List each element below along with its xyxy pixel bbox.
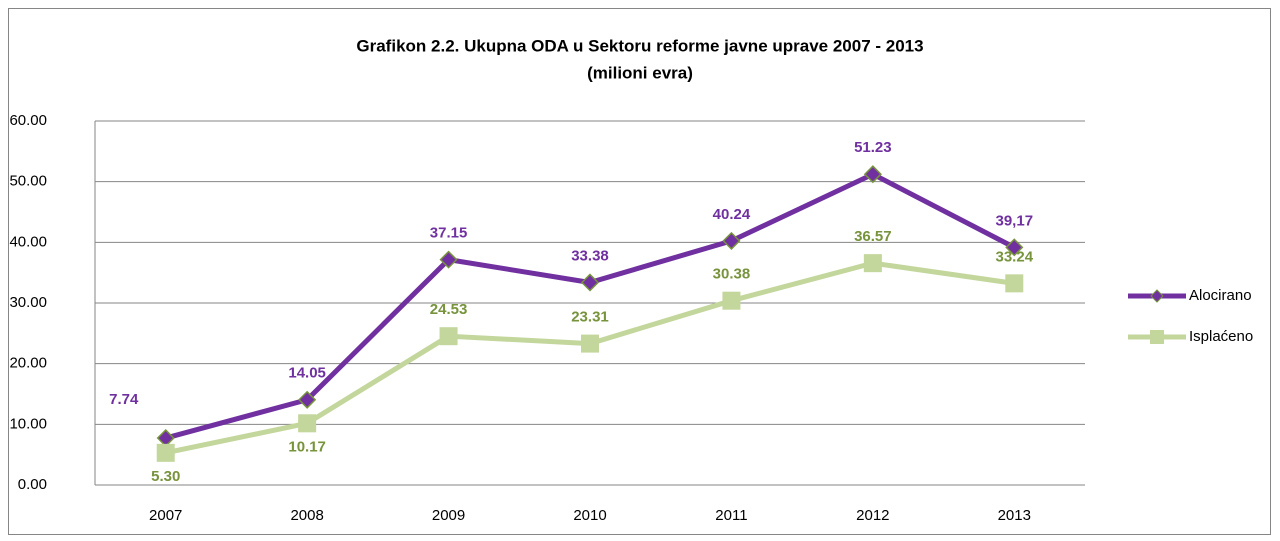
x-tick-label: 2011: [715, 507, 747, 524]
chart-subtitle: (milioni evra): [587, 63, 693, 82]
y-tick-label: 40.00: [9, 233, 47, 250]
x-tick-label: 2012: [856, 507, 889, 524]
marker: [722, 231, 741, 250]
value-label: 37.15: [430, 225, 468, 242]
y-tick-label: 20.00: [9, 355, 47, 372]
marker: [298, 390, 317, 409]
value-label: 14.05: [288, 365, 326, 382]
marker: [1005, 274, 1024, 293]
marker: [1005, 238, 1024, 257]
marker: [722, 291, 741, 310]
marker: [439, 250, 458, 269]
x-tick-label: 2009: [432, 507, 465, 524]
chart-title: Grafikon 2.2. Ukupna ODA u Sektoru refor…: [356, 36, 923, 55]
marker: [156, 443, 175, 462]
y-tick-label: 30.00: [9, 294, 47, 311]
y-tick-label: 10.00: [9, 415, 47, 432]
x-tick-label: 2008: [290, 507, 323, 524]
value-label: 10.17: [288, 438, 326, 455]
value-label: 33.24: [996, 248, 1034, 265]
legend-marker: [1150, 289, 1164, 303]
x-tick-label: 2013: [998, 507, 1031, 524]
value-label: 40.24: [713, 206, 751, 223]
marker: [439, 327, 458, 346]
value-label: 30.38: [713, 266, 751, 283]
y-tick-label: 60.00: [9, 112, 47, 129]
value-label: 5.30: [151, 468, 180, 485]
value-label: 23.31: [571, 309, 609, 326]
marker: [298, 414, 317, 433]
legend-label: Alocirano: [1189, 287, 1252, 304]
marker: [863, 254, 882, 273]
chart-border: [8, 8, 1271, 535]
x-tick-label: 2010: [573, 507, 606, 524]
value-label: 33.38: [571, 247, 609, 264]
x-tick-label: 2007: [149, 507, 182, 524]
value-label: 36.57: [854, 228, 892, 245]
legend-marker: [1150, 330, 1164, 344]
value-label: 39,17: [996, 212, 1034, 229]
y-tick-label: 0.00: [18, 476, 47, 493]
value-label: 7.74: [109, 391, 139, 408]
marker: [580, 273, 600, 292]
value-label: 51.23: [854, 139, 892, 156]
value-label: 24.53: [430, 301, 468, 318]
y-tick-label: 50.00: [9, 173, 47, 190]
marker: [863, 165, 882, 184]
legend-label: Isplaćeno: [1189, 328, 1253, 345]
marker: [581, 334, 599, 353]
